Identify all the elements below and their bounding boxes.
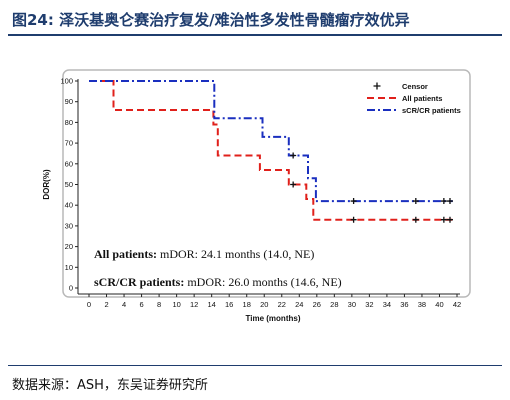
x-tick-label: 18 (243, 300, 251, 309)
x-tick-label: 8 (157, 300, 161, 309)
y-tick-label: 100 (60, 77, 73, 86)
censor-mark (412, 198, 419, 205)
x-tick-label: 26 (313, 300, 321, 309)
censor-mark (290, 152, 297, 159)
y-tick-label: 10 (65, 263, 73, 272)
x-tick-label: 14 (207, 300, 215, 309)
x-tick-label: 32 (365, 300, 373, 309)
x-tick-label: 30 (348, 300, 356, 309)
censor-mark (412, 216, 419, 223)
x-axis-label: Time (months) (246, 314, 301, 323)
y-tick-label: 50 (65, 180, 73, 189)
y-tick-label: 80 (65, 118, 73, 127)
legend-censor-marker (373, 82, 381, 90)
legend-label: sCR/CR patients (402, 106, 461, 115)
mdor-annotation: sCR/CR patients: mDOR: 26.0 months (14.6… (94, 275, 342, 289)
y-tick-label: 90 (65, 97, 73, 106)
censor-mark (290, 181, 297, 188)
x-tick-label: 22 (278, 300, 286, 309)
x-tick-label: 20 (260, 300, 268, 309)
x-tick-label: 0 (87, 300, 91, 309)
series-line-scr-cr-patients (89, 80, 453, 203)
legend-censor-label: Censor (402, 82, 428, 91)
x-tick-label: 24 (295, 300, 303, 309)
chart-frame (62, 69, 471, 298)
source-note: 数据来源：ASH，东吴证券研究所 (12, 378, 208, 393)
y-tick-label: 70 (65, 139, 73, 148)
series-line-all-patients (89, 80, 453, 221)
y-tick-label: 60 (65, 159, 73, 168)
figure-label: 图24: (12, 11, 54, 29)
x-tick-label: 36 (400, 300, 408, 309)
x-tick-label: 16 (225, 300, 233, 309)
title-rule (8, 34, 502, 36)
x-tick-label: 34 (383, 300, 391, 309)
y-tick-label: 40 (65, 201, 73, 210)
x-tick-label: 10 (172, 300, 180, 309)
censor-mark (350, 216, 357, 223)
x-tick-label: 40 (435, 300, 443, 309)
x-tick-label: 12 (190, 300, 198, 309)
x-tick-label: 28 (330, 300, 338, 309)
censor-mark (440, 216, 447, 223)
censor-mark (440, 198, 447, 205)
mdor-annotation: All patients: mDOR: 24.1 months (14.0, N… (94, 247, 314, 261)
censor-mark (446, 216, 453, 223)
y-tick-label: 30 (65, 221, 73, 230)
figure-title: 图24: 泽沃基奥仑赛治疗复发/难治性多发性骨髓瘤疗效优异 (12, 9, 410, 30)
legend-label: All patients (402, 94, 442, 103)
y-tick-label: 20 (65, 242, 73, 251)
censor-mark (446, 198, 453, 205)
x-tick-label: 6 (139, 300, 143, 309)
x-tick-label: 42 (453, 300, 461, 309)
censor-mark (350, 198, 357, 205)
x-tick-label: 38 (418, 300, 426, 309)
figure-title-text: 泽沃基奥仑赛治疗复发/难治性多发性骨髓瘤疗效优异 (59, 11, 410, 29)
x-tick-label: 2 (104, 300, 108, 309)
y-tick-label: 0 (69, 284, 73, 293)
y-axis-label: DOR(%) (42, 169, 51, 200)
source-rule (8, 365, 502, 366)
x-tick-label: 4 (122, 300, 126, 309)
